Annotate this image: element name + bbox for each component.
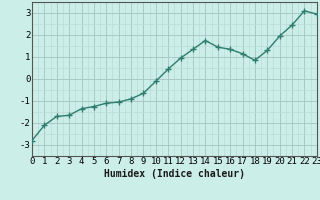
X-axis label: Humidex (Indice chaleur): Humidex (Indice chaleur) (104, 169, 245, 179)
